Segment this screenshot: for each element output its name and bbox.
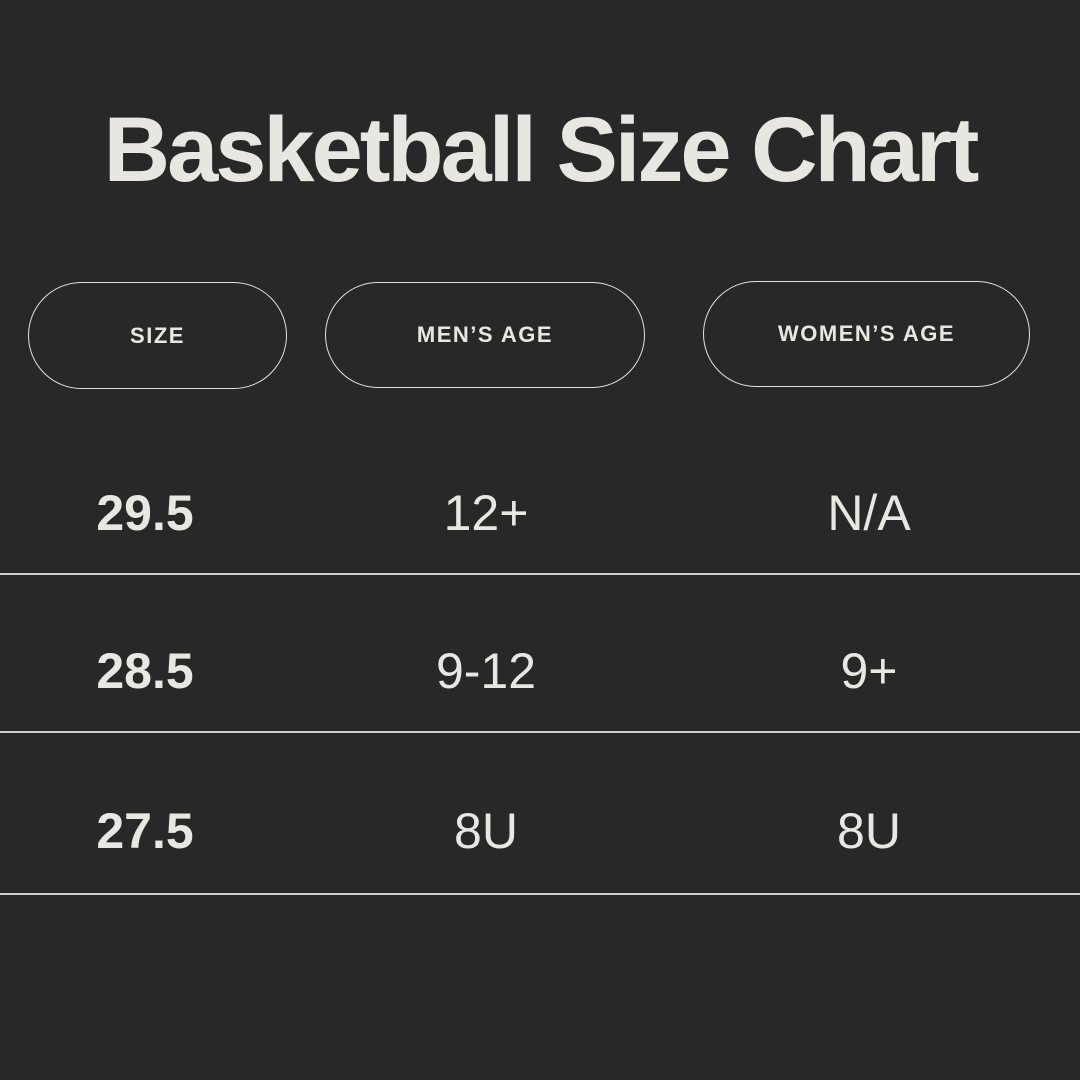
column-header-womens-age: WOMEN’S AGE xyxy=(703,281,1030,387)
mens-age-cell: 8U xyxy=(454,802,518,859)
womens-age-cell: 9+ xyxy=(840,642,898,699)
column-header-size-label: SIZE xyxy=(130,322,185,348)
size-table: 29.5 12+ N/A 28.5 9-12 9+ 27.5 8U 8U xyxy=(0,417,1080,895)
table-row: 29.5 12+ N/A xyxy=(0,417,1080,575)
column-header-size: SIZE xyxy=(28,282,287,389)
womens-age-cell: N/A xyxy=(827,484,911,541)
page-title: Basketball Size Chart xyxy=(103,99,980,201)
column-header-mens-age: MEN’S AGE xyxy=(325,282,645,388)
column-header-womens-age-label: WOMEN’S AGE xyxy=(777,321,956,346)
size-cell: 27.5 xyxy=(96,802,194,859)
table-row: 27.5 8U 8U xyxy=(0,733,1080,895)
mens-age-cell: 12+ xyxy=(443,484,529,541)
table-row: 28.5 9-12 9+ xyxy=(0,575,1080,733)
mens-age-cell: 9-12 xyxy=(435,642,537,699)
column-header-mens-age-label: MEN’S AGE xyxy=(416,322,554,347)
size-cell: 28.5 xyxy=(96,642,194,699)
size-cell: 29.5 xyxy=(96,484,194,541)
womens-age-cell: 8U xyxy=(837,802,901,859)
